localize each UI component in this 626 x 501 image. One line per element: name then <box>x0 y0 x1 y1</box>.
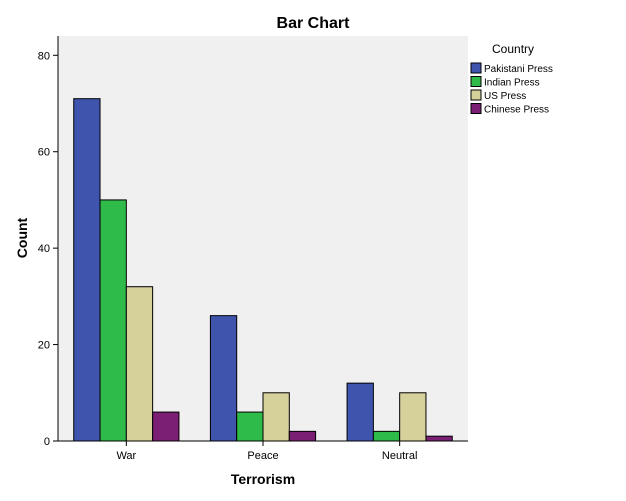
y-tick-label: 40 <box>38 243 50 255</box>
x-axis-title: Terrorism <box>231 471 295 487</box>
x-tick-label: War <box>116 450 136 462</box>
bar <box>152 411 180 442</box>
bar <box>425 435 453 442</box>
legend-label: US Press <box>484 91 526 102</box>
bar <box>99 199 127 442</box>
y-tick-label: 60 <box>38 147 50 159</box>
legend: Country Pakistani Press Indian Press US Pr… <box>470 42 553 116</box>
legend-swatch <box>470 89 482 101</box>
legend-label: Pakistani Press <box>484 64 553 75</box>
y-ticks: 0 20 40 60 80 <box>38 50 58 448</box>
legend-title: Country <box>492 42 534 56</box>
legend-swatch <box>470 62 482 74</box>
bar <box>209 315 238 442</box>
bar <box>262 392 290 442</box>
x-ticks: War Peace Neutral <box>116 441 417 462</box>
legend-swatch <box>470 103 482 114</box>
y-tick-label: 20 <box>38 340 50 352</box>
legend-label: Indian Press <box>484 78 540 89</box>
bar <box>372 430 401 442</box>
bar <box>73 98 101 442</box>
legend-label: Chinese Press <box>484 105 549 116</box>
chart-title: Bar Chart <box>277 15 351 32</box>
x-tick-label: Neutral <box>382 450 417 462</box>
bar <box>288 430 317 442</box>
y-axis-title: Count <box>14 217 30 258</box>
bar <box>236 411 264 442</box>
bar <box>399 392 427 442</box>
y-tick-label: 80 <box>38 50 50 62</box>
x-tick-label: Peace <box>247 450 278 462</box>
legend-swatch <box>470 76 482 87</box>
bars-group <box>73 98 453 442</box>
y-tick-label: 0 <box>44 436 50 448</box>
bar <box>346 382 374 442</box>
bar <box>125 286 154 442</box>
